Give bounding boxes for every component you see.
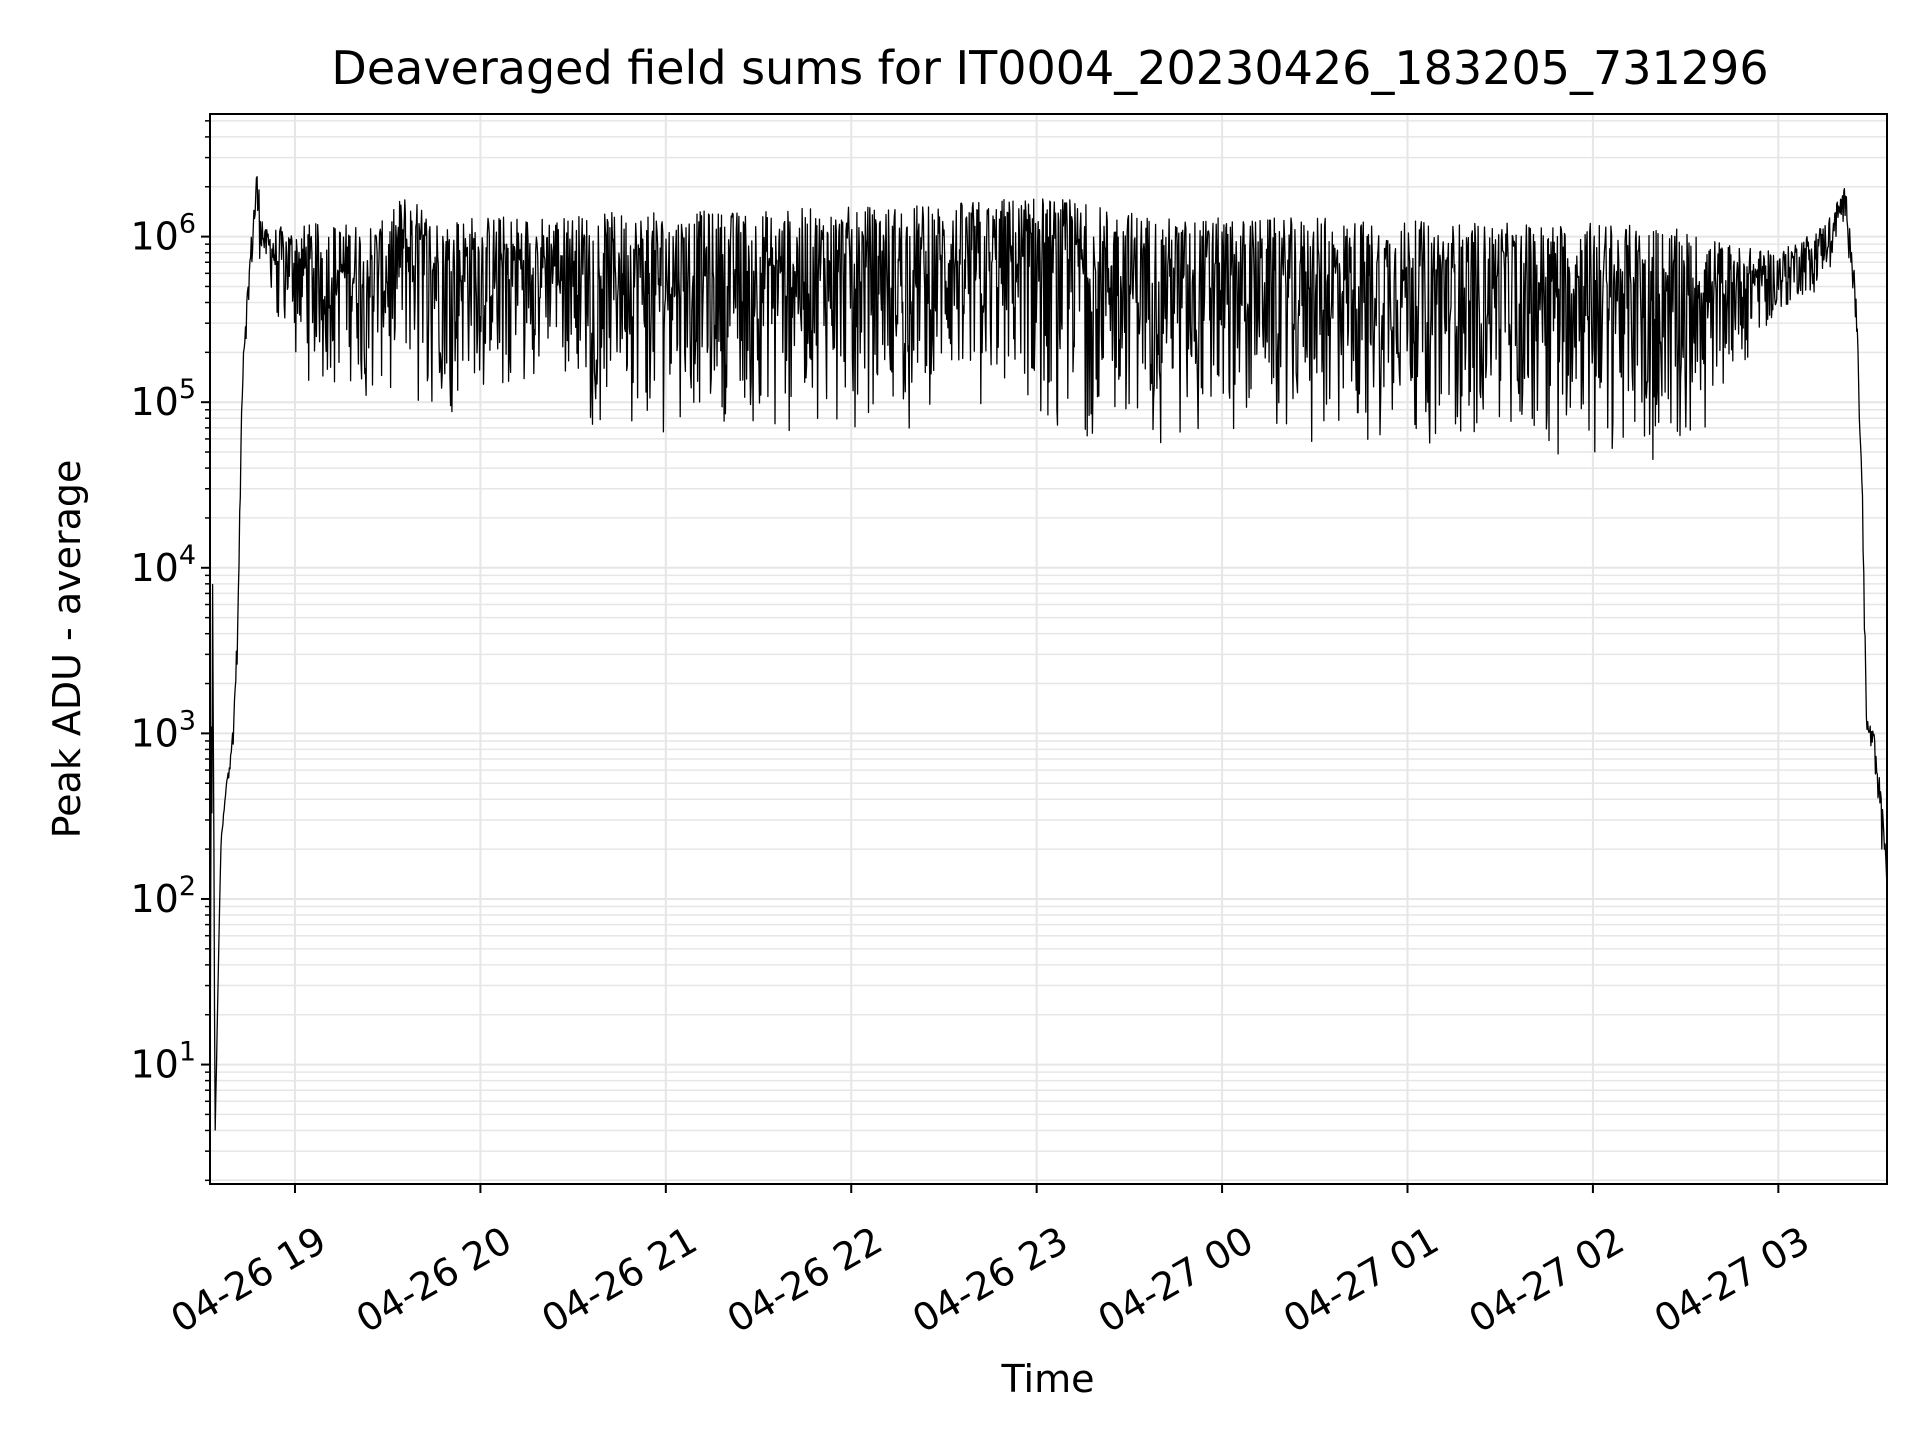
y-tick-label: 101: [130, 1037, 196, 1087]
y-tick-base: 10: [130, 546, 178, 590]
y-tick-label: 105: [130, 374, 196, 424]
y-tick-label: 102: [130, 871, 196, 921]
y-tick-exponent: 3: [179, 705, 196, 736]
y-tick-exponent: 1: [179, 1037, 196, 1068]
y-tick-base: 10: [130, 711, 178, 755]
plot-frame: [209, 113, 1888, 1185]
y-tick-base: 10: [130, 877, 178, 921]
x-axis-label: Time: [1001, 1357, 1095, 1401]
y-tick-base: 10: [130, 215, 178, 259]
series-line: [209, 176, 1888, 1131]
y-tick-label: 103: [130, 705, 196, 755]
data-line: [209, 176, 1888, 1131]
y-tick-base: 10: [130, 380, 178, 424]
y-tick-base: 10: [130, 1043, 178, 1087]
y-tick-exponent: 6: [179, 209, 196, 240]
y-tick-exponent: 2: [179, 871, 196, 902]
y-tick-exponent: 4: [179, 540, 196, 571]
y-tick-exponent: 5: [179, 374, 196, 405]
y-tick-label: 106: [130, 209, 196, 259]
y-axis-label: Peak ADU - average: [45, 460, 89, 839]
chart-title: Deaveraged field sums for IT0004_2023042…: [331, 41, 1768, 95]
y-tick-label: 104: [130, 540, 196, 590]
